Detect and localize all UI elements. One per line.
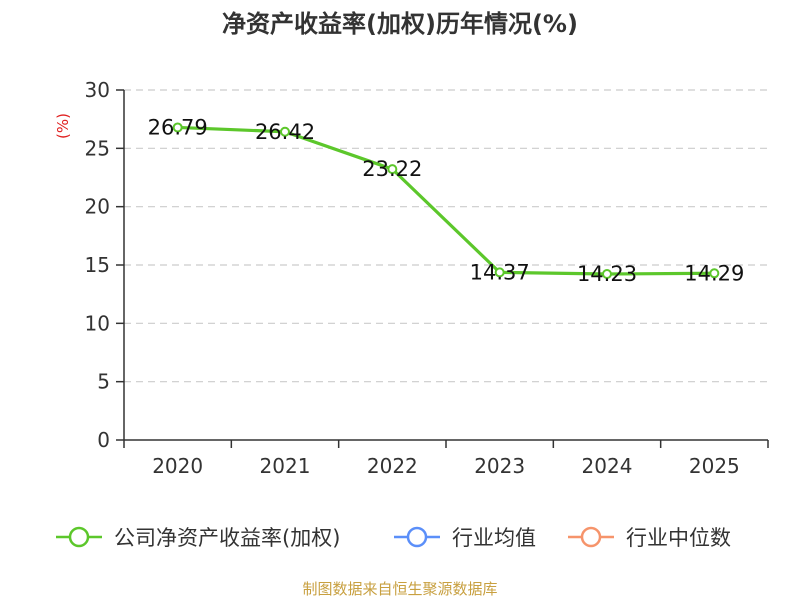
source-note: 制图数据来自恒生聚源数据库: [302, 580, 497, 598]
y-tick-labels: 0 5 10 15 20 25 30: [85, 78, 124, 452]
data-point: [602, 268, 612, 279]
data-point: [387, 164, 398, 175]
data-point: [494, 267, 505, 278]
x-tick-label: 2022: [367, 454, 418, 478]
y-axis-label: (%): [54, 113, 72, 139]
x-tick-label: 2020: [152, 454, 203, 478]
data-labels: 26.79 26.42 23.22 14.37 14.23 14.29: [148, 115, 745, 286]
grid-lines: [124, 89, 768, 383]
data-point: [280, 126, 290, 137]
legend-marker-icon: [580, 526, 602, 548]
legend-marker-icon: [68, 526, 90, 548]
legend[interactable]: 公司净资产收益率(加权) 行业均值 行业中位数: [56, 526, 731, 550]
legend-item[interactable]: 行业中位数: [568, 526, 731, 550]
x-tick-labels: 2020 2021 2022 2023 2024 2025: [123, 440, 769, 478]
data-label: 26.79: [148, 115, 208, 139]
legend-label: 行业均值: [452, 526, 536, 550]
data-label: 14.37: [470, 260, 530, 284]
y-tick-label: 5: [97, 370, 110, 394]
data-label: 26.42: [255, 120, 315, 144]
data-label: 14.29: [684, 261, 744, 285]
data-point: [709, 268, 720, 279]
data-label: 23.22: [362, 157, 422, 181]
y-tick-label: 20: [85, 195, 110, 219]
legend-label: 行业中位数: [626, 526, 731, 550]
legend-marker-icon: [406, 526, 428, 548]
y-tick-label: 10: [85, 311, 110, 335]
data-point: [172, 122, 183, 133]
y-tick-label: 25: [85, 136, 110, 160]
data-label: 14.23: [577, 262, 637, 286]
x-tick-label: 2021: [260, 454, 311, 478]
chart-title: 净资产收益率(加权)历年情况(%): [222, 10, 578, 38]
x-tick-label: 2025: [689, 454, 740, 478]
x-tick-label: 2023: [474, 454, 525, 478]
x-tick-label: 2024: [582, 454, 633, 478]
legend-item[interactable]: 行业均值: [394, 526, 536, 550]
y-tick-label: 0: [97, 428, 110, 452]
series-layer: [172, 122, 720, 279]
y-tick-label: 30: [85, 78, 110, 102]
legend-item[interactable]: 公司净资产收益率(加权): [56, 526, 340, 550]
y-tick-label: 15: [85, 253, 110, 277]
legend-label: 公司净资产收益率(加权): [114, 526, 340, 550]
series-line: [176, 125, 716, 276]
